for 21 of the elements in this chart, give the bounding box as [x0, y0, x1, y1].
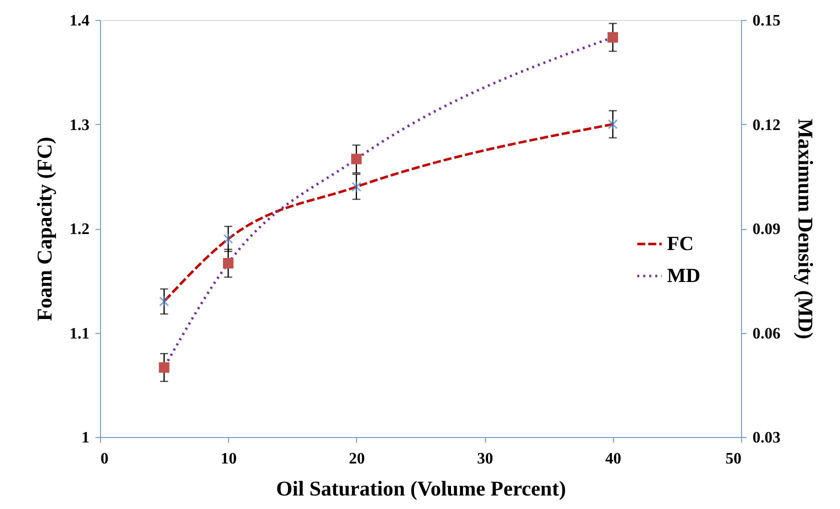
x-tick-label: 10 [220, 450, 237, 468]
y2-tick-label: 0.06 [752, 325, 780, 342]
y-tick-label: 1.2 [70, 221, 90, 238]
x-tick-label: 20 [348, 450, 365, 468]
legend-label: MD [667, 265, 700, 287]
y-tick-label: 1.3 [70, 116, 90, 134]
y2-tick-label: 0.15 [752, 12, 780, 30]
y2-tick-label: 0.03 [752, 430, 780, 446]
y2-tick-label: 0.12 [752, 116, 780, 134]
x-tick-label: 40 [605, 450, 622, 468]
y2-tick-label: 0.09 [752, 221, 780, 238]
x-tick-label: 0 [100, 450, 108, 468]
legend-label: FC [667, 233, 694, 255]
y-axis-title: Foam Capacity (FC) [32, 136, 56, 322]
y-tick-label: 1 [82, 430, 90, 446]
y2-axis-title: Maximum Density (MD) [794, 118, 818, 340]
y-tick-label: 1.4 [70, 12, 90, 30]
x-axis-title: Oil Saturation (Volume Percent) [276, 476, 566, 500]
y-tick-label: 1.1 [70, 325, 90, 342]
x-tick-label: 30 [477, 450, 494, 468]
x-tick-label: 50 [726, 450, 742, 468]
